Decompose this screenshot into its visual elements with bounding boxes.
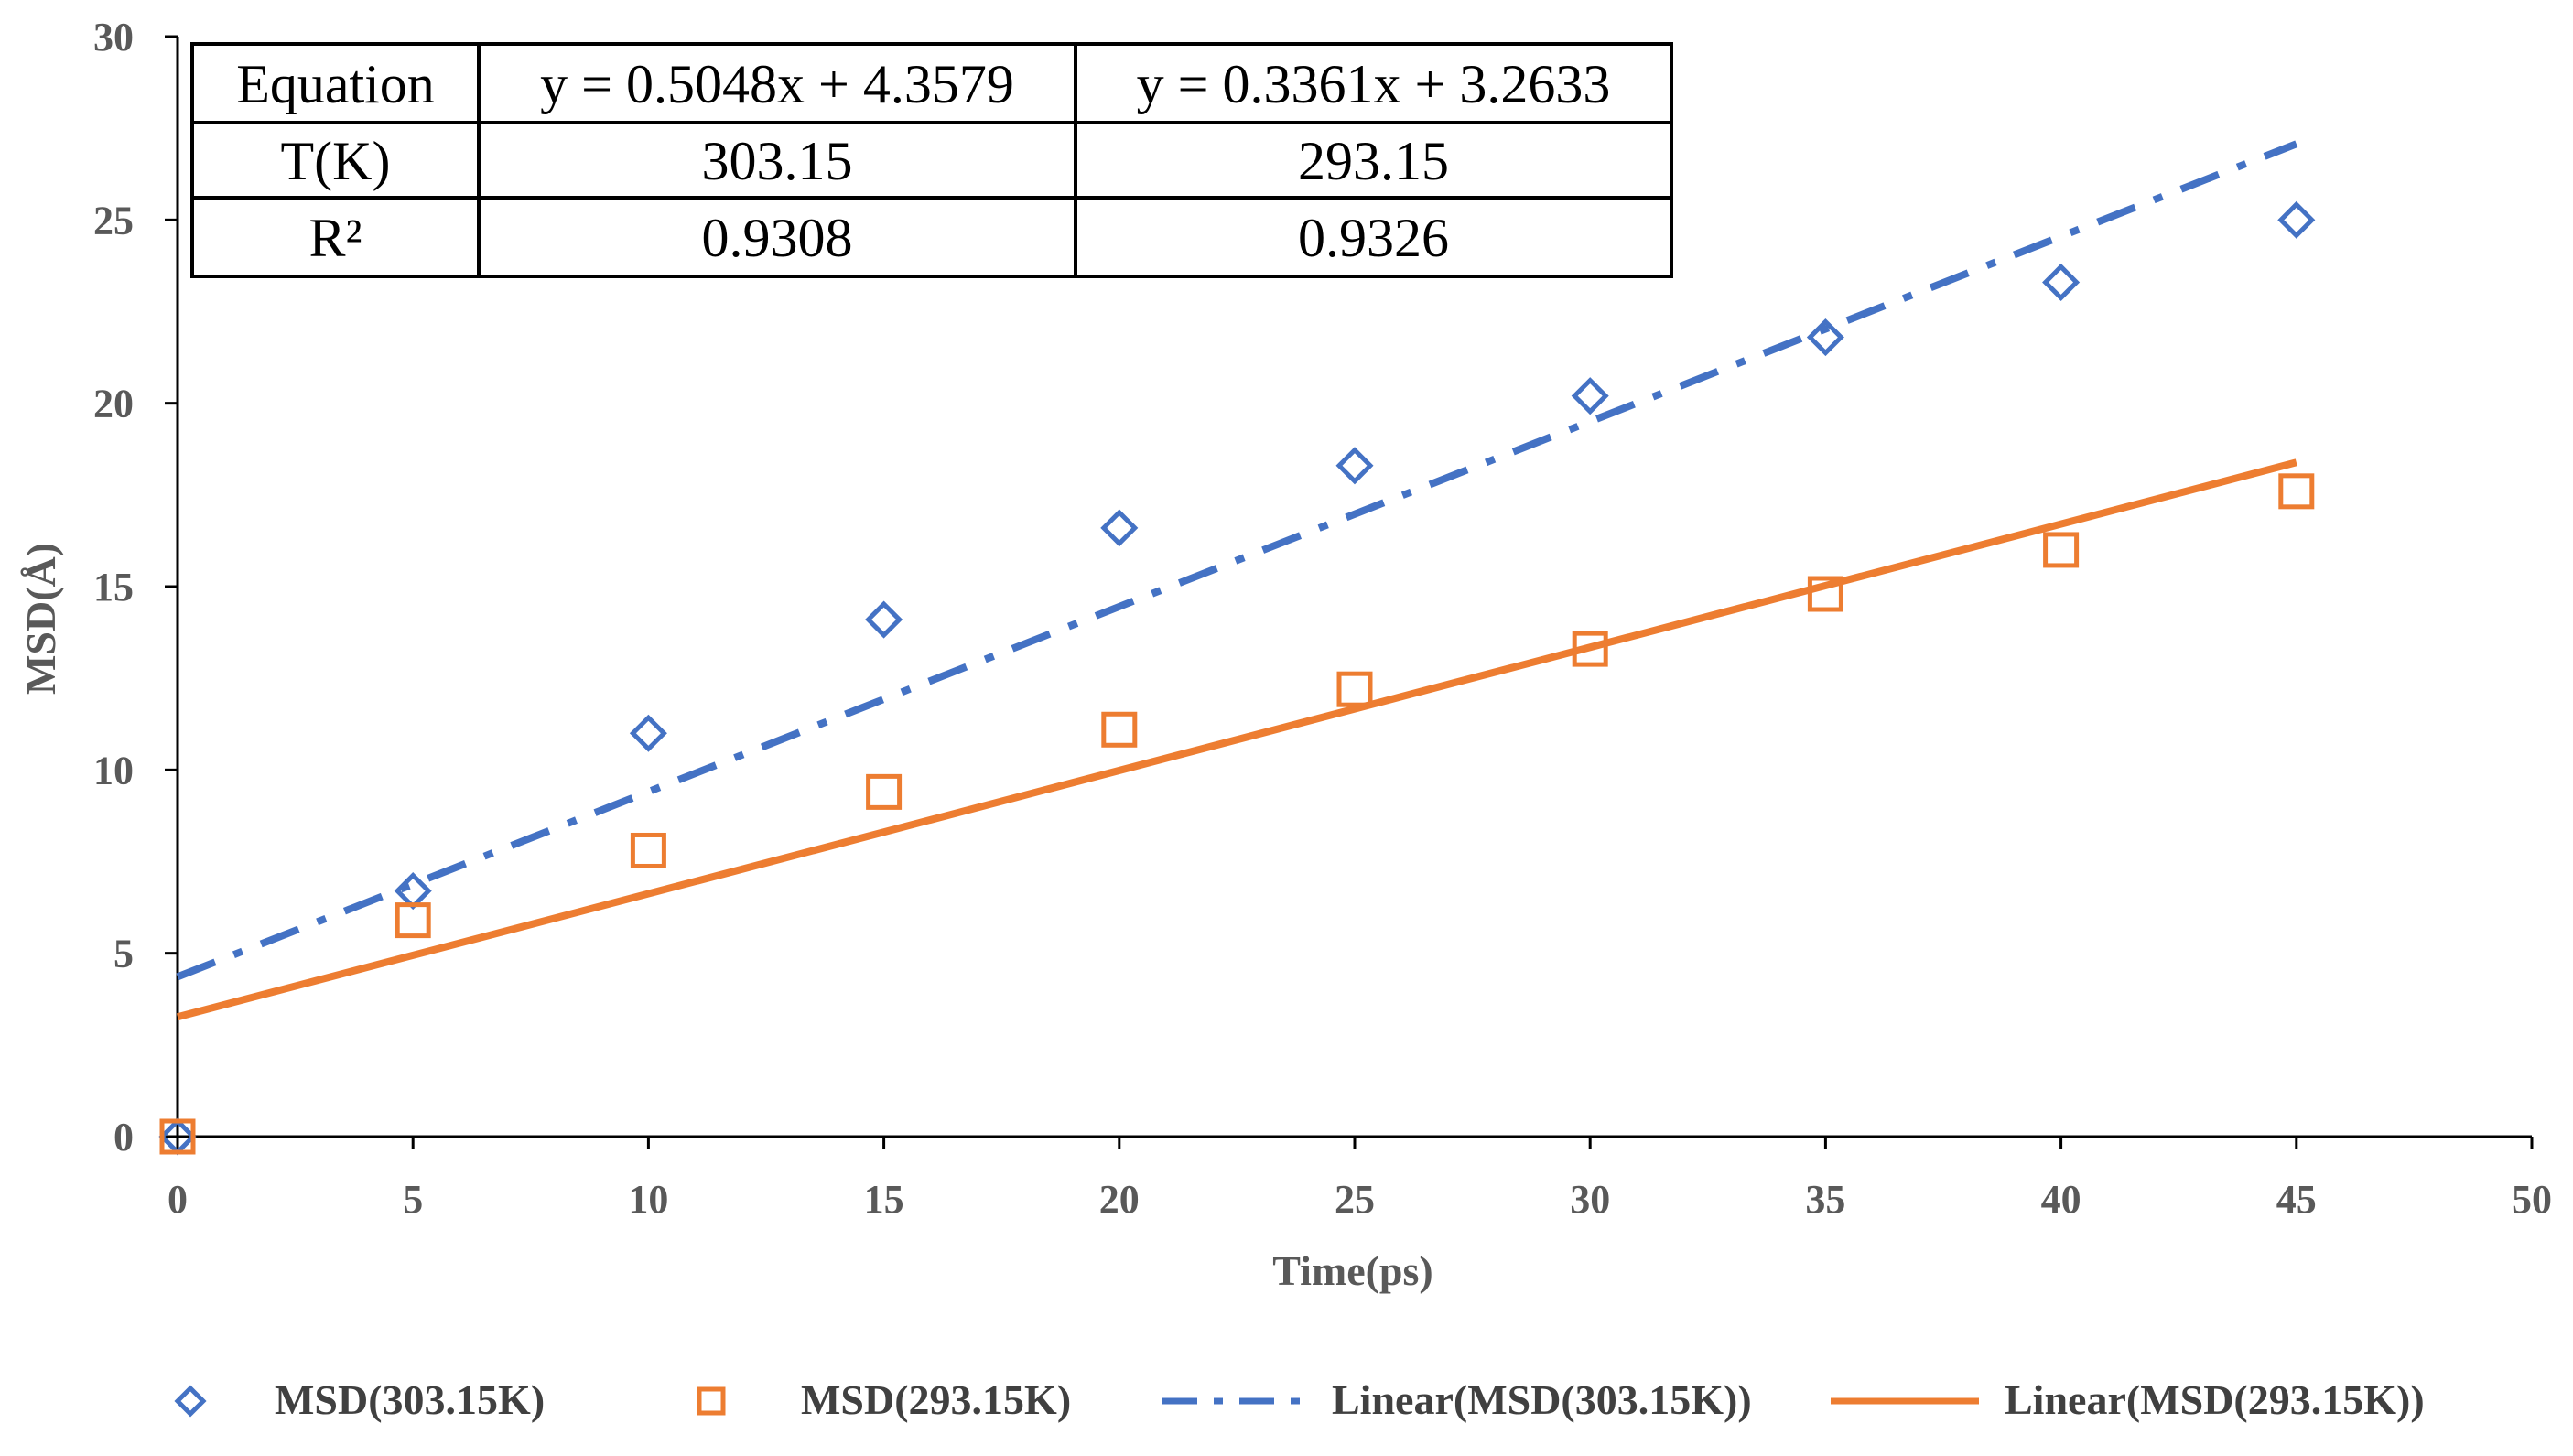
- point-msd-303-15k: [865, 600, 903, 639]
- trendline-303-15k: [176, 140, 2298, 981]
- y-tick-label: 0: [114, 1115, 134, 1159]
- y-tick-label: 15: [93, 565, 134, 609]
- point-msd-293-15k: [395, 902, 431, 939]
- legend: MSD(303.15K) MSD(293.15K) Linear(MSD(303.1…: [174, 1376, 2425, 1423]
- data-points: [158, 200, 2316, 1156]
- table-cell: 303.15: [702, 131, 853, 191]
- axes: 0 5 10 15 20 25 30 0 5 10 15 20 25 30 35 40 45 50: [93, 15, 2552, 1222]
- point-msd-293-15k: [159, 1118, 196, 1155]
- table-cell: R²: [308, 208, 362, 268]
- point-msd-293-15k: [1807, 576, 1843, 612]
- table-cell: y = 0.5048x + 4.3579: [540, 54, 1014, 114]
- legend-symbol-square: [697, 1386, 726, 1416]
- x-tick-label: 45: [2276, 1177, 2317, 1222]
- point-msd-303-15k: [1571, 377, 1609, 415]
- legend-label: MSD(303.15K): [275, 1376, 545, 1423]
- inset-table: Equation y = 0.5048x + 4.3579 y = 0.3361x …: [190, 42, 1673, 278]
- y-tick-label: 10: [93, 748, 134, 793]
- table-cell: T(K): [281, 131, 391, 191]
- point-msd-293-15k: [1572, 631, 1608, 667]
- x-axis-label: Time(ps): [1272, 1247, 1433, 1294]
- table-cell: 0.9326: [1298, 208, 1449, 268]
- point-msd-303-15k: [2042, 263, 2081, 301]
- point-msd-293-15k: [1101, 711, 1138, 748]
- point-msd-293-15k: [2043, 532, 2080, 568]
- y-tick-label: 5: [114, 932, 134, 976]
- table-cell: Equation: [236, 54, 435, 114]
- point-msd-303-15k: [1335, 447, 1374, 485]
- x-tick-label: 20: [1099, 1177, 1140, 1222]
- trendline-293-15k: [176, 458, 2297, 1021]
- point-msd-303-15k: [2277, 200, 2316, 239]
- x-tick-label: 0: [168, 1177, 188, 1222]
- point-msd-303-15k: [629, 714, 667, 752]
- point-msd-293-15k: [630, 832, 666, 868]
- point-msd-293-15k: [2278, 473, 2315, 510]
- x-tick-label: 15: [864, 1177, 904, 1222]
- y-axis-label: MSD(Å): [17, 543, 64, 695]
- y-tick-label: 20: [93, 382, 134, 426]
- x-tick-label: 5: [403, 1177, 423, 1222]
- legend-label: Linear(MSD(293.15K)): [2005, 1376, 2425, 1423]
- legend-symbol-diamond: [174, 1385, 207, 1418]
- x-tick-label: 10: [628, 1177, 668, 1222]
- legend-label: MSD(293.15K): [801, 1376, 1071, 1423]
- x-tick-label: 50: [2512, 1177, 2552, 1222]
- table-cell: y = 0.3361x + 3.2633: [1137, 54, 1611, 114]
- y-tick-label: 30: [93, 15, 134, 59]
- table-cell: 0.9308: [702, 208, 853, 268]
- x-tick-label: 25: [1335, 1177, 1375, 1222]
- y-tick-label: 25: [93, 198, 134, 243]
- x-tick-label: 40: [2041, 1177, 2081, 1222]
- x-tick-label: 30: [1570, 1177, 1610, 1222]
- legend-label: Linear(MSD(303.15K)): [1332, 1376, 1752, 1423]
- table-cell: 293.15: [1298, 131, 1449, 191]
- point-msd-303-15k: [1100, 509, 1139, 547]
- table-frame: [190, 42, 1673, 278]
- point-msd-303-15k: [1806, 318, 1844, 357]
- point-msd-293-15k: [1336, 671, 1373, 707]
- trendlines: [176, 140, 2298, 1021]
- x-tick-label: 35: [1805, 1177, 1845, 1222]
- point-msd-293-15k: [866, 773, 903, 810]
